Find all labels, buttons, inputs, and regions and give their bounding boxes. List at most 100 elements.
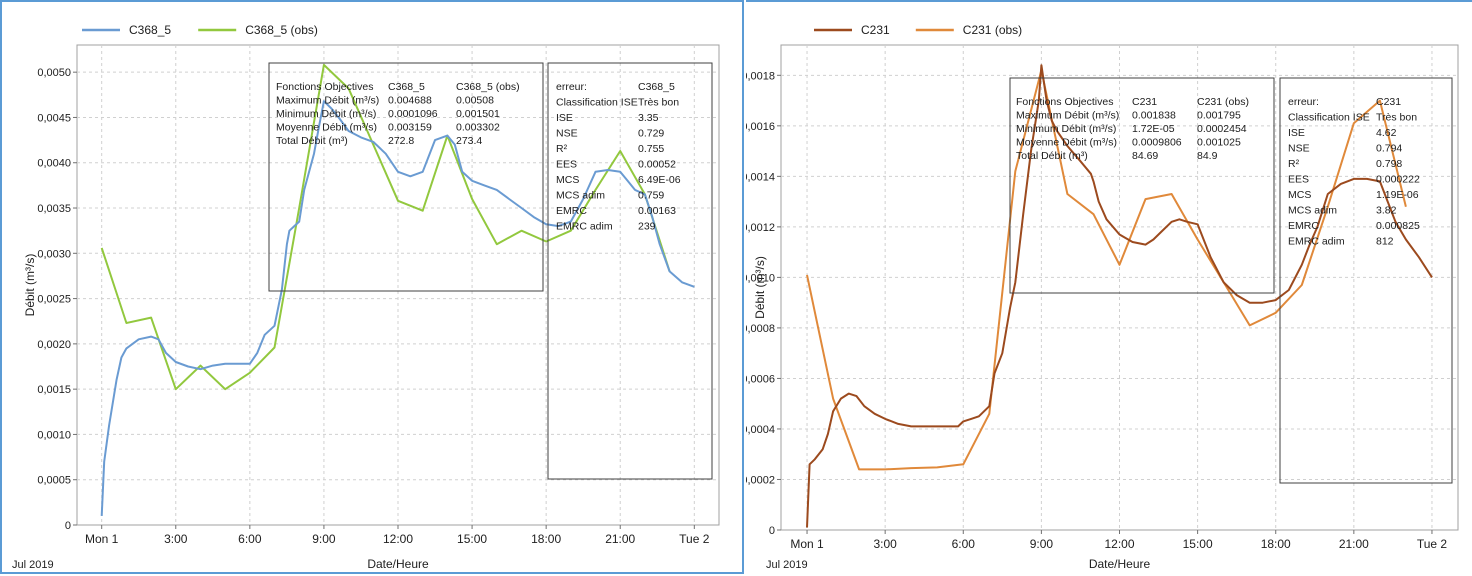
y-tick-label: 0,0010 xyxy=(37,429,71,441)
chart-c368-svg: 0 0,0005 0,0010 0,0015 0,0020 0,0025 0,0030 0,0… xyxy=(12,23,720,571)
error-box xyxy=(1279,77,1453,484)
stats-box-cell: 0.003159 xyxy=(388,122,432,134)
date-label: Jul 2019 xyxy=(12,559,54,571)
error-box-cell: 0.00052 xyxy=(638,159,676,171)
error-box-header: C368_5 xyxy=(638,81,675,93)
error-box-cell: 1.19E-06 xyxy=(1376,189,1419,201)
y-axis-label: Débit (m³/s) xyxy=(753,256,767,319)
error-box-cell: 0.729 xyxy=(638,128,664,140)
error-box-cell: MCS adim xyxy=(1288,205,1337,217)
error-box-cell: NSE xyxy=(556,128,578,140)
y-tick-label: 0,0018 xyxy=(746,70,775,82)
series-line xyxy=(100,100,695,516)
y-tick-label: 0,0050 xyxy=(37,67,71,79)
x-axis-label: Date/Heure xyxy=(1089,557,1151,571)
x-tick-label: Mon 1 xyxy=(790,537,824,551)
error-box-cell: Très bon xyxy=(1376,112,1417,124)
stats-box-cell: Maximum Débit (m³/s) xyxy=(276,95,379,107)
x-tick-label: Tue 2 xyxy=(1417,537,1448,551)
y-tick-label: 0 xyxy=(65,520,71,532)
stats-box-cell: 272.8 xyxy=(388,135,414,147)
x-tick-label: 6:00 xyxy=(952,537,976,551)
y-tick-label: 0,0008 xyxy=(746,323,775,335)
legend-label: C368_5 (obs) xyxy=(245,23,318,37)
stats-box-header: C231 (obs) xyxy=(1197,96,1249,108)
stats-box-cell: 84.69 xyxy=(1132,150,1158,162)
stats-box-cell: Moyenne Débit (m³/s) xyxy=(1016,137,1117,149)
y-tick-label: 0,0030 xyxy=(37,248,71,260)
error-box-header: erreur: xyxy=(556,81,587,93)
stats-box-cell: 273.4 xyxy=(456,135,482,147)
y-tick-label: 0,0035 xyxy=(37,203,71,215)
stats-box-cell: 0.001501 xyxy=(456,108,500,120)
x-tick-label: Mon 1 xyxy=(85,532,119,546)
error-box-cell: EMRC xyxy=(556,205,587,217)
stats-box-header: C231 xyxy=(1132,96,1157,108)
stats-box-cell: 0.001838 xyxy=(1132,110,1176,122)
error-box-cell: 0.755 xyxy=(638,143,664,155)
y-tick-label: 0,0014 xyxy=(746,171,775,183)
x-tick-label: 3:00 xyxy=(164,532,188,546)
error-box-cell: MCS adim xyxy=(556,190,605,202)
legend-label: C368_5 xyxy=(129,23,171,37)
error-box-cell: 3.82 xyxy=(1376,205,1397,217)
error-box-cell: EMRC adim xyxy=(1288,236,1345,248)
stats-box-cell: Moyenne Débit (m³/s) xyxy=(276,122,377,134)
stats-box-cell: 0.0001096 xyxy=(388,108,438,120)
y-axis-label: Débit (m³/s) xyxy=(23,254,37,317)
error-box-cell: 0.798 xyxy=(1376,158,1402,170)
error-box-cell: 4.62 xyxy=(1376,127,1397,139)
error-box-cell: ISE xyxy=(556,112,573,124)
y-tick-label: 0,0025 xyxy=(37,294,71,306)
x-tick-label: 12:00 xyxy=(383,532,413,546)
series-line xyxy=(806,64,1433,528)
error-box-cell: Classification ISE xyxy=(556,97,638,109)
error-box-cell: 0.794 xyxy=(1376,143,1402,155)
y-tick-label: 0,0004 xyxy=(746,424,775,436)
error-box-cell: 3.35 xyxy=(638,112,659,124)
stats-box-header: Fonctions Objectives xyxy=(276,81,373,93)
x-tick-label: 6:00 xyxy=(238,532,262,546)
error-box-cell: R² xyxy=(556,143,568,155)
stats-box-header: Fonctions Objectives xyxy=(1016,96,1113,108)
stats-box-cell: 0.004688 xyxy=(388,95,432,107)
legend-label: C231 xyxy=(861,23,890,37)
stats-box-cell: Minimum Débit (m³/s) xyxy=(276,108,376,120)
stats-box-cell: 0.00508 xyxy=(456,95,494,107)
error-box-cell: 239 xyxy=(638,221,656,233)
x-tick-label: 12:00 xyxy=(1104,537,1134,551)
y-tick-label: 0,0012 xyxy=(746,222,775,234)
error-box-cell: EES xyxy=(556,159,577,171)
error-box-cell: 0.00163 xyxy=(638,205,676,217)
y-tick-label: 0,0002 xyxy=(746,474,775,486)
series-line xyxy=(806,69,1407,471)
error-box-cell: NSE xyxy=(1288,143,1310,155)
stats-box-cell: 84.9 xyxy=(1197,150,1218,162)
stats-box-cell: 0.001795 xyxy=(1197,110,1241,122)
error-box-header: C231 xyxy=(1376,96,1401,108)
error-box-cell: 0.000825 xyxy=(1376,220,1420,232)
y-tick-label: 0,0006 xyxy=(746,373,775,385)
legend-label: C231 (obs) xyxy=(963,23,1022,37)
x-tick-label: 9:00 xyxy=(1030,537,1054,551)
x-tick-label: 15:00 xyxy=(1183,537,1213,551)
date-label: Jul 2019 xyxy=(766,559,808,571)
x-tick-label: 9:00 xyxy=(312,532,336,546)
error-box-cell: Très bon xyxy=(638,97,679,109)
error-box-cell: 0.759 xyxy=(638,190,664,202)
x-tick-label: 3:00 xyxy=(873,537,897,551)
x-tick-label: 18:00 xyxy=(1261,537,1291,551)
y-tick-label: 0,0010 xyxy=(746,272,775,284)
chart-c231-svg: 0 0,0002 0,0004 0,0006 0,0008 0,0010 0,0012 0,0… xyxy=(746,23,1459,571)
stats-box-cell: Total Débit (m³) xyxy=(1016,150,1088,162)
error-box-cell: EMRC xyxy=(1288,220,1319,232)
x-tick-label: 18:00 xyxy=(531,532,561,546)
stats-box-cell: 0.0002454 xyxy=(1197,123,1247,135)
stats-box-cell: 0.001025 xyxy=(1197,137,1241,149)
error-box-cell: ISE xyxy=(1288,127,1305,139)
error-box-cell: MCS xyxy=(1288,189,1311,201)
y-tick-label: 0 xyxy=(769,525,775,537)
x-tick-label: 15:00 xyxy=(457,532,487,546)
stats-box-cell: Total Débit (m³) xyxy=(276,135,348,147)
stats-box-cell: Maximum Débit (m³/s) xyxy=(1016,110,1119,122)
